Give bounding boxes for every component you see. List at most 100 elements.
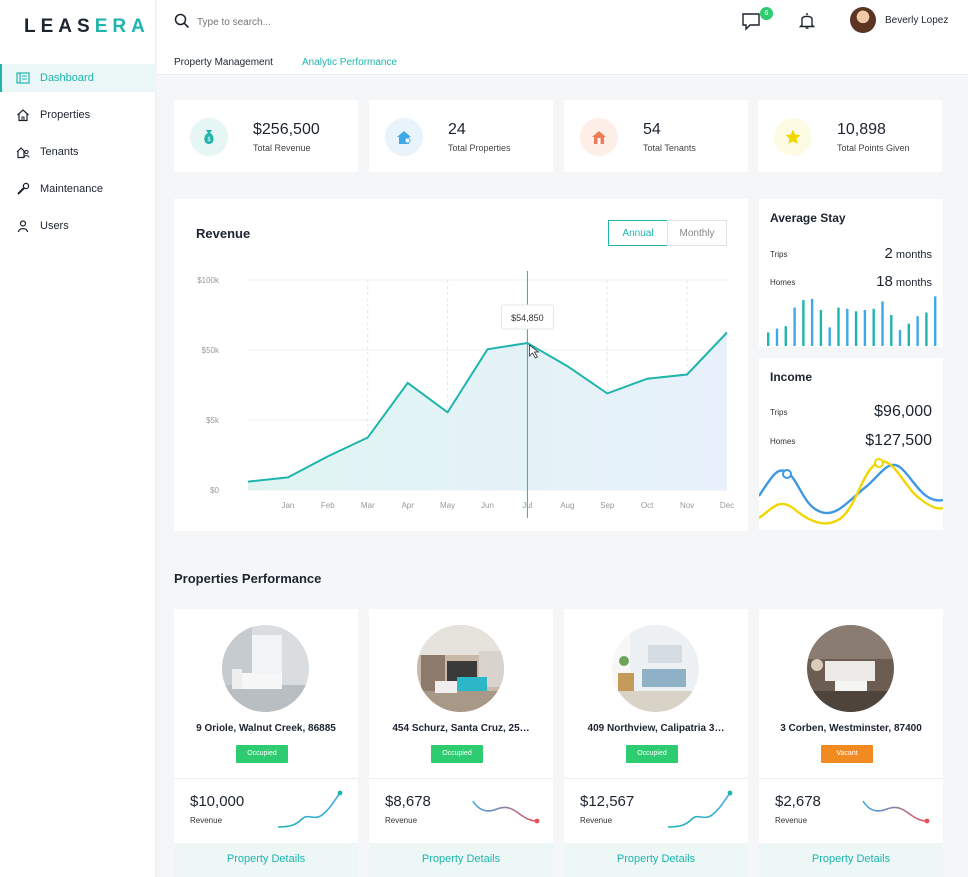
- house-icon: [397, 131, 411, 144]
- y-tick-label: $100k: [197, 276, 220, 285]
- stat-icon-badge: [385, 118, 423, 156]
- monthly-toggle[interactable]: Monthly: [667, 220, 727, 246]
- search-icon[interactable]: [174, 13, 190, 29]
- wrench-icon: [17, 182, 30, 195]
- property-revenue-value: $2,678: [775, 793, 821, 810]
- x-tick-label: Feb: [321, 501, 335, 510]
- revenue-sparkline: [277, 790, 343, 828]
- tenant-house-icon: [592, 131, 606, 144]
- trips-label: Trips: [770, 250, 788, 259]
- average-stay-bars: [767, 296, 937, 346]
- dashboard-icon: [16, 72, 30, 84]
- tenants-icon: [16, 147, 30, 159]
- sidebar-item-label: Users: [40, 220, 69, 232]
- stay-bar: [934, 296, 937, 346]
- stay-bar: [775, 328, 779, 346]
- stat-label: Total Points Given: [837, 143, 910, 153]
- property-card: 9 Oriole, Walnut Creek, 86885 Occupied $…: [174, 609, 358, 877]
- property-photo[interactable]: [222, 625, 309, 712]
- stat-icon-badge: [774, 118, 812, 156]
- x-tick-label: Oct: [641, 501, 654, 510]
- sidebar-item-label: Maintenance: [40, 183, 103, 195]
- sidebar-item-dashboard[interactable]: Dashboard: [0, 64, 156, 92]
- property-photo[interactable]: [807, 625, 894, 712]
- stat-icon-badge: $: [190, 118, 228, 156]
- property-revenue-label: Revenue: [580, 816, 613, 825]
- chart-tooltip-value: $54,850: [511, 313, 544, 323]
- stay-bar: [793, 307, 796, 346]
- status-badge: Occupied: [236, 745, 288, 763]
- sidebar-item-users[interactable]: Users: [0, 212, 156, 240]
- stat-label: Total Revenue: [253, 143, 311, 153]
- stay-bar: [819, 310, 823, 346]
- property-details-button[interactable]: Property Details: [564, 843, 748, 877]
- property-photo[interactable]: [417, 625, 504, 712]
- x-tick-label: Mar: [361, 501, 375, 510]
- divider: [759, 778, 943, 779]
- y-tick-label: $5k: [206, 416, 220, 425]
- trips-income-value: $96,000: [874, 403, 932, 420]
- app-logo[interactable]: LEASERA: [24, 16, 150, 37]
- property-photo[interactable]: [612, 625, 699, 712]
- stay-bar: [828, 327, 831, 346]
- stat-card-points: 10,898 Total Points Given: [758, 100, 942, 172]
- property-revenue-label: Revenue: [190, 816, 223, 825]
- divider: [564, 778, 748, 779]
- stay-bar: [784, 326, 787, 346]
- stay-bar: [863, 310, 867, 346]
- home-icon: [17, 109, 29, 122]
- property-details-button[interactable]: Property Details: [759, 843, 943, 877]
- top-header: 6 Beverly Lopez Property Management Anal…: [157, 0, 968, 75]
- bell-icon[interactable]: [798, 11, 816, 31]
- stay-bar: [767, 332, 770, 346]
- x-tick-label: Jan: [281, 501, 294, 510]
- homes-label: Homes: [770, 437, 796, 446]
- user-name[interactable]: Beverly Lopez: [885, 15, 949, 26]
- status-badge: Occupied: [431, 745, 483, 763]
- stay-bar: [916, 316, 919, 346]
- property-details-button[interactable]: Property Details: [369, 843, 553, 877]
- search-input[interactable]: [197, 12, 497, 32]
- x-tick-label: Jun: [481, 501, 494, 510]
- x-tick-label: Apr: [401, 501, 414, 510]
- revenue-area: [248, 332, 727, 490]
- sidebar: LEASERA Dashboard Properties Tenants Mai…: [0, 0, 156, 877]
- divider: [174, 778, 358, 779]
- chart-tooltip: [500, 304, 554, 330]
- sidebar-item-tenants[interactable]: Tenants: [0, 138, 156, 166]
- divider: [369, 778, 553, 779]
- income-title: Income: [770, 370, 813, 384]
- sidebar-item-properties[interactable]: Properties: [0, 101, 156, 129]
- property-address: 9 Oriole, Walnut Creek, 86885: [196, 723, 336, 734]
- stay-bar: [854, 311, 858, 346]
- revenue-sparkline: [472, 800, 540, 824]
- average-stay-card: Average Stay Trips 2 months Homes 18 mon…: [759, 199, 943, 347]
- tab-analytic-performance[interactable]: Analytic Performance: [302, 57, 398, 68]
- avatar[interactable]: [850, 7, 876, 33]
- income-point: [874, 458, 884, 468]
- mouse-pointer-icon: [529, 344, 540, 359]
- property-address: 454 Schurz, Santa Cruz, 25…: [392, 723, 530, 734]
- property-revenue-value: $10,000: [190, 793, 245, 810]
- tab-property-management[interactable]: Property Management: [174, 57, 273, 68]
- chat-icon[interactable]: [741, 11, 765, 31]
- stat-value: 10,898: [837, 121, 886, 138]
- star-icon: [785, 129, 801, 144]
- money-bag-icon: $: [204, 130, 214, 144]
- revenue-line: [247, 331, 728, 483]
- stat-card-revenue: $ $256,500 Total Revenue: [174, 100, 358, 172]
- stay-bar: [872, 308, 875, 346]
- annual-toggle[interactable]: Annual: [608, 220, 668, 246]
- x-tick-label: Sep: [600, 501, 615, 510]
- stat-card-tenants: 54 Total Tenants: [564, 100, 748, 172]
- sidebar-item-maintenance[interactable]: Maintenance: [0, 175, 156, 203]
- y-tick-label: $0: [210, 486, 219, 495]
- svg-text:$: $: [207, 136, 211, 143]
- x-tick-label: Aug: [560, 501, 574, 510]
- property-card: 454 Schurz, Santa Cruz, 25… Occupied $8,…: [369, 609, 553, 877]
- stat-icon-badge: [580, 118, 618, 156]
- property-details-button[interactable]: Property Details: [174, 843, 358, 877]
- property-card: 3 Corben, Westminster, 87400 Vacant $2,6…: [759, 609, 943, 877]
- property-card: 409 Northview, Calipatria 3… Occupied $1…: [564, 609, 748, 877]
